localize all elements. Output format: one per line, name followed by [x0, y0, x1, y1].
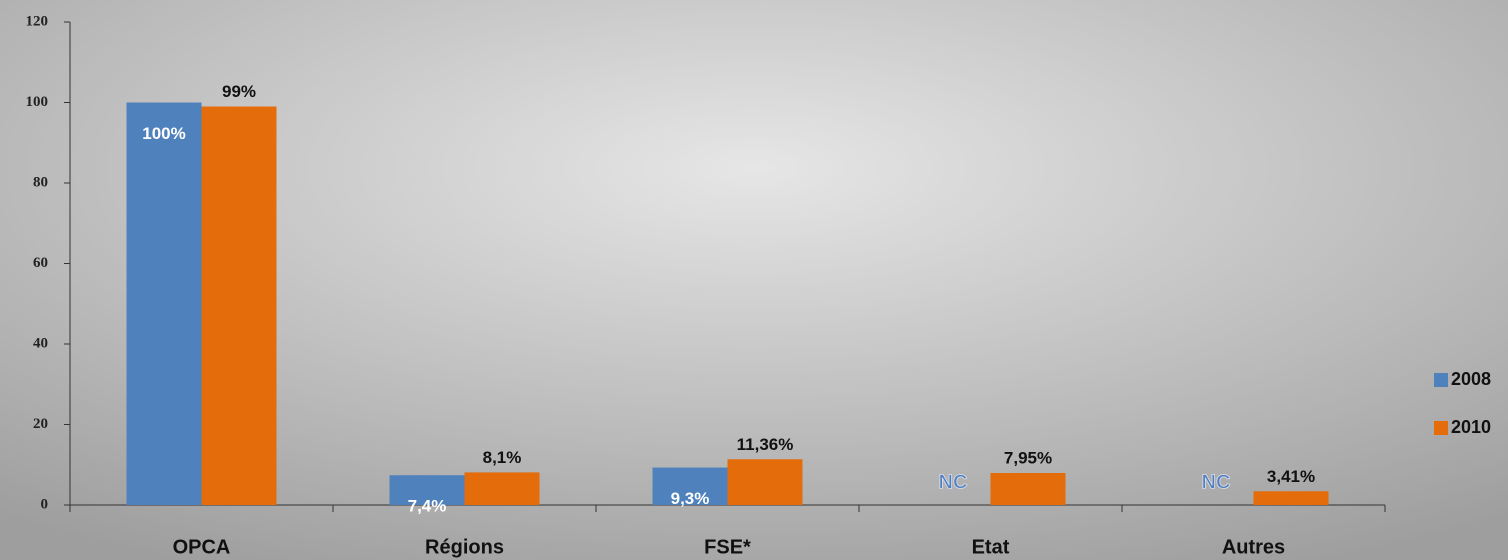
- value-label: NC: [1202, 471, 1231, 493]
- y-tick-label: 0: [41, 496, 49, 512]
- legend-swatch: [1434, 373, 1448, 387]
- x-tick-label: Régions: [425, 536, 504, 558]
- value-label: 7,95%: [1004, 448, 1052, 467]
- value-label: 7,4%: [408, 497, 447, 516]
- legend-label: 2008: [1451, 369, 1491, 389]
- bar: [464, 472, 540, 505]
- bar: [126, 102, 202, 505]
- value-label: 11,36%: [737, 435, 794, 454]
- x-tick-label: Etat: [972, 536, 1010, 558]
- y-tick-label: 120: [26, 13, 49, 29]
- bar: [389, 475, 465, 505]
- y-tick-label: 60: [33, 255, 48, 271]
- legend-label: 2010: [1451, 417, 1491, 437]
- x-tick-label: OPCA: [173, 536, 231, 558]
- x-tick-label: Autres: [1222, 536, 1285, 558]
- y-tick-label: 20: [33, 416, 48, 432]
- value-label: 100%: [142, 124, 185, 143]
- x-tick-label: FSE*: [704, 536, 751, 558]
- value-label: 9,3%: [671, 489, 710, 508]
- bar: [727, 459, 803, 505]
- value-label: 3,41%: [1267, 467, 1315, 486]
- value-label: NC: [939, 471, 968, 493]
- y-tick-label: 100: [26, 94, 49, 110]
- y-tick-label: 40: [33, 335, 48, 351]
- y-tick-label: 80: [33, 174, 48, 190]
- value-label: 8,1%: [483, 448, 522, 467]
- bar: [990, 473, 1066, 505]
- legend-swatch: [1434, 421, 1448, 435]
- value-label: 99%: [222, 82, 256, 101]
- bar: [201, 106, 277, 506]
- bar: [1253, 491, 1329, 505]
- bar: [652, 467, 728, 505]
